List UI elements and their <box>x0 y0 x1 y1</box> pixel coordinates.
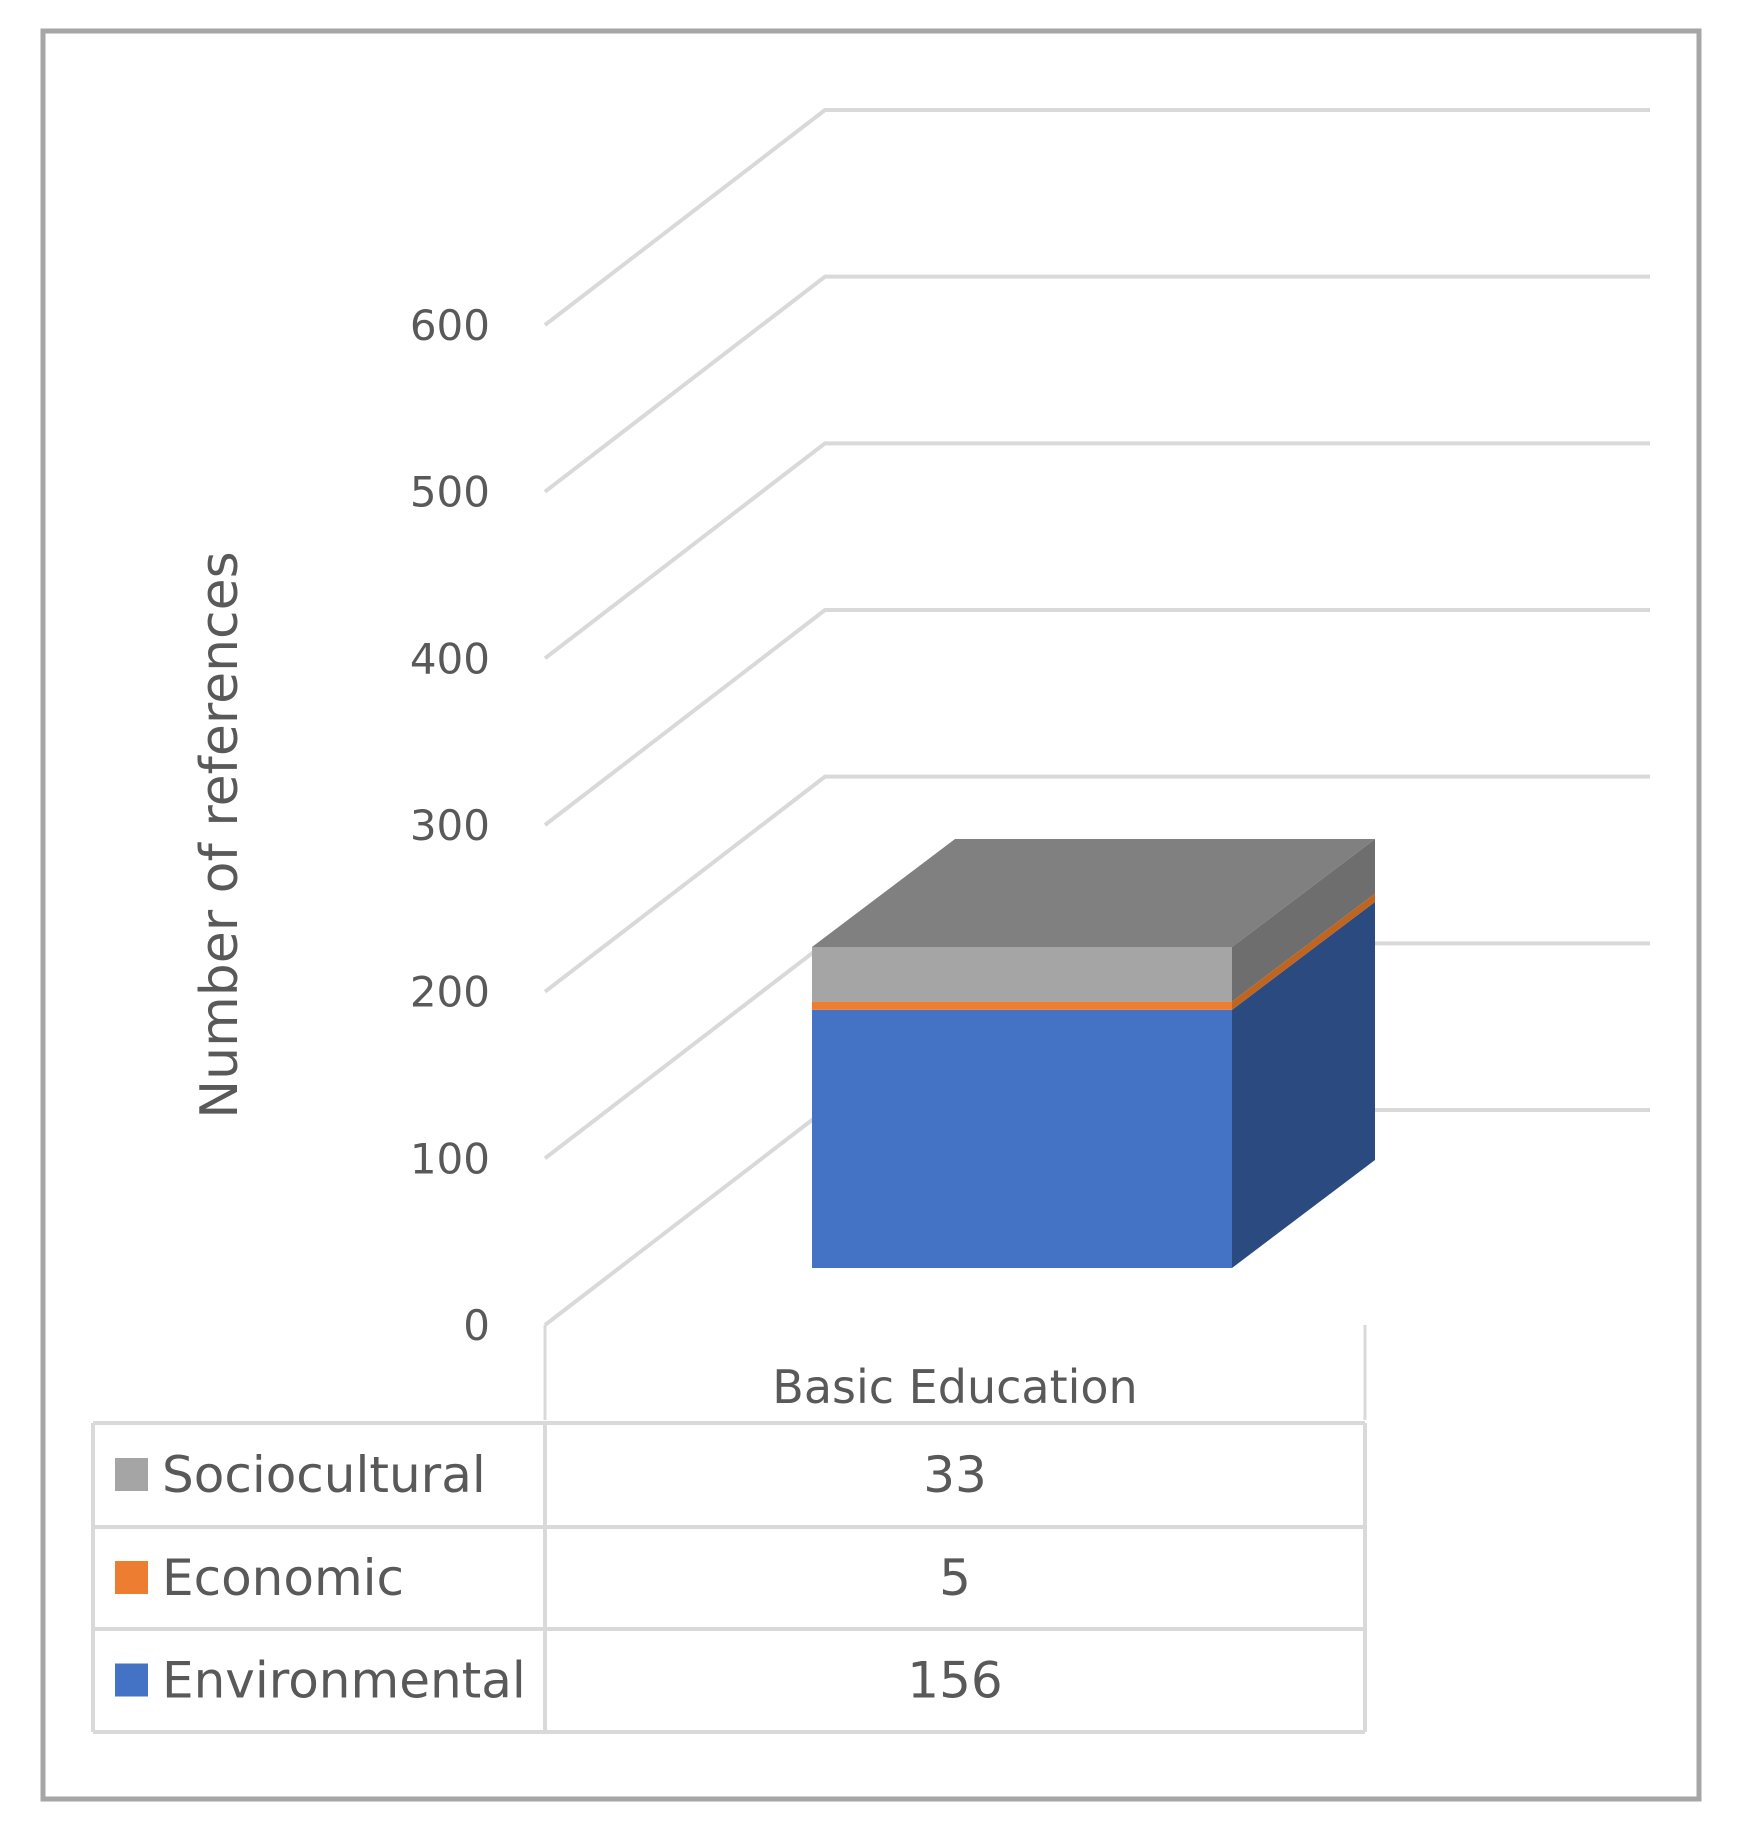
y-tick-label: 0 <box>463 1301 490 1350</box>
bar-top-face <box>812 839 1375 947</box>
bar-segment-environmental <box>812 1009 1232 1268</box>
table-value: 33 <box>923 1446 987 1504</box>
y-tick-label: 600 <box>410 301 490 350</box>
table-series-label: Economic <box>162 1549 404 1607</box>
category-label: Basic Education <box>772 1360 1137 1414</box>
y-tick-label: 200 <box>410 968 490 1017</box>
gridline <box>543 108 1650 327</box>
bar-side-environmental <box>1232 901 1375 1268</box>
gridline <box>543 774 1650 994</box>
bar-segment-sociocultural <box>812 947 1232 1002</box>
y-tick-label: 300 <box>410 801 490 850</box>
bar-segment-economic <box>812 1001 1232 1010</box>
bar-side-economic <box>1232 893 1375 1010</box>
bar-side-sociocultural <box>1232 839 1375 1002</box>
gridline <box>543 274 1650 494</box>
y-axis-title: Number of references <box>190 551 250 1118</box>
y-tick-label: 400 <box>410 634 490 683</box>
stacked-bar <box>812 839 1375 1268</box>
data-table: Sociocultural 33 Economic 5 Environmental 156 <box>91 1421 1367 1734</box>
table-value: 5 <box>939 1549 971 1607</box>
table-series-label: Sociocultural <box>162 1446 486 1504</box>
y-tick-label: 100 <box>410 1134 490 1183</box>
gridline <box>543 608 1650 827</box>
legend-swatch-environmental <box>115 1663 148 1697</box>
y-tick-label: 500 <box>410 468 490 517</box>
gridline <box>543 441 1650 660</box>
table-series-label: Environmental <box>162 1652 526 1710</box>
table-value: 156 <box>907 1652 1002 1710</box>
legend-swatch-sociocultural <box>115 1458 148 1491</box>
y-axis-ticks: 0 100 200 300 400 500 600 Basic Education <box>410 301 1138 1414</box>
legend-swatch-economic <box>115 1561 148 1594</box>
